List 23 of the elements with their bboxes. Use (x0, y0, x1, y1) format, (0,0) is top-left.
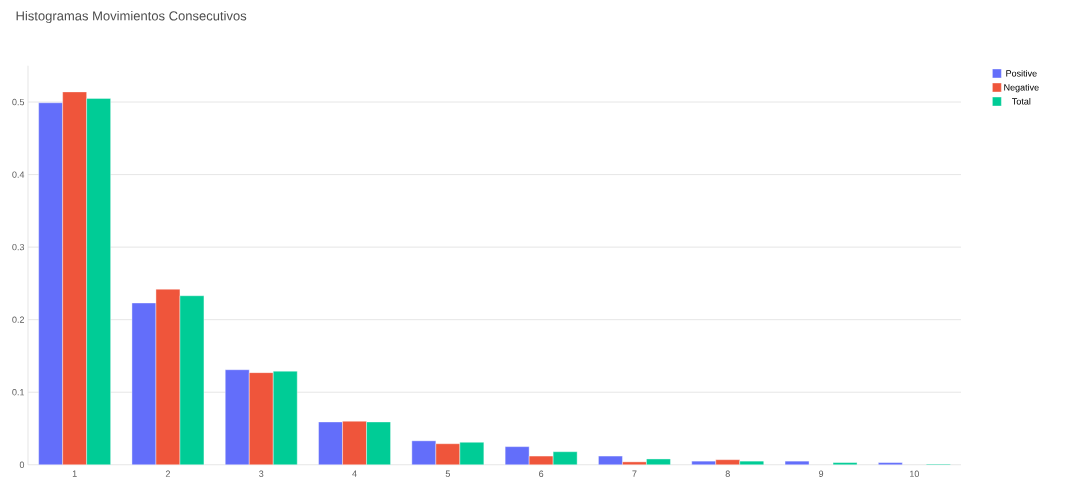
legend-label: Positive (1006, 69, 1037, 77)
x-tick-label: 9 (818, 470, 824, 477)
x-tick-label: 7 (632, 470, 637, 477)
x-tick-label: 6 (539, 470, 544, 477)
x-tick-label: 2 (165, 470, 170, 477)
legend-label: Total (1012, 98, 1031, 105)
y-tick-label: 0.1 (12, 389, 25, 396)
bar (832, 462, 858, 465)
x-tick-label: 1 (72, 470, 77, 477)
y-tick-label: 0.3 (12, 243, 25, 251)
legend-label: Negative (1004, 83, 1039, 93)
y-tick-label: 0.4 (12, 171, 25, 178)
bar (878, 462, 903, 465)
x-tick-label: 3 (259, 470, 264, 477)
y-tick-label: 0.5 (12, 98, 25, 106)
y-tick-label: 0.2 (12, 316, 25, 323)
x-tick-label: 8 (725, 470, 730, 477)
x-tick-label: 5 (445, 470, 450, 477)
chart-title: Histogramas Movimientos Consecutivos (16, 10, 247, 24)
bar (784, 460, 810, 465)
x-tick-label: 10 (910, 470, 920, 477)
x-tick-label: 4 (352, 470, 357, 477)
y-tick-label: 0 (19, 461, 25, 468)
